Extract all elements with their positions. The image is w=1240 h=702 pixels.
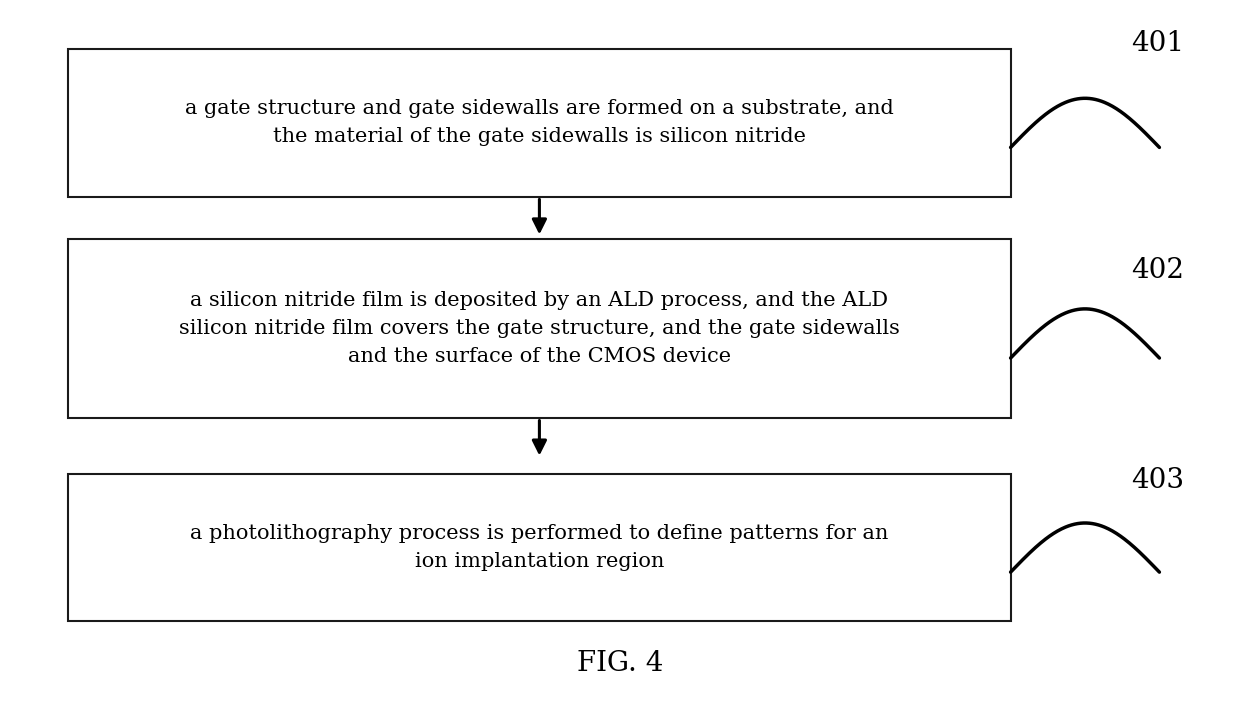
- Text: 402: 402: [1131, 257, 1184, 284]
- Text: 403: 403: [1131, 468, 1184, 494]
- Text: a photolithography process is performed to define patterns for an
ion implantati: a photolithography process is performed …: [190, 524, 889, 571]
- Text: 401: 401: [1131, 30, 1184, 57]
- FancyBboxPatch shape: [68, 474, 1011, 621]
- Text: a gate structure and gate sidewalls are formed on a substrate, and
the material : a gate structure and gate sidewalls are …: [185, 100, 894, 146]
- Text: FIG. 4: FIG. 4: [577, 650, 663, 677]
- FancyBboxPatch shape: [68, 49, 1011, 197]
- Text: a silicon nitride film is deposited by an ALD process, and the ALD
silicon nitri: a silicon nitride film is deposited by a…: [179, 291, 900, 366]
- FancyBboxPatch shape: [68, 239, 1011, 418]
